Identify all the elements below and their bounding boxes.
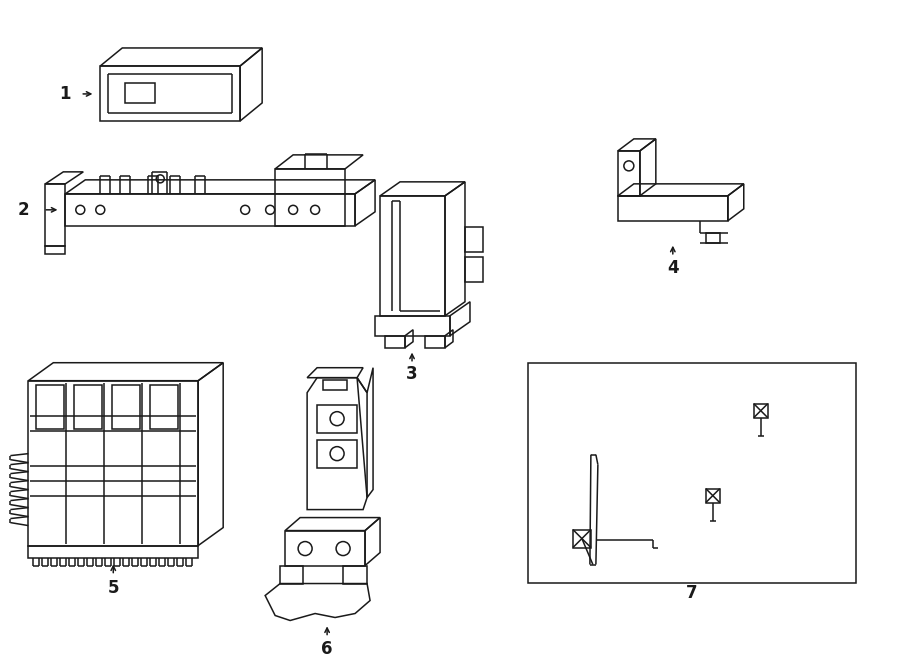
Text: 5: 5 xyxy=(107,578,119,596)
Text: 2: 2 xyxy=(17,201,29,219)
Text: 7: 7 xyxy=(686,584,698,602)
Text: 3: 3 xyxy=(406,365,418,383)
Text: 1: 1 xyxy=(59,85,71,103)
Text: 6: 6 xyxy=(321,641,333,658)
Text: 4: 4 xyxy=(667,259,679,277)
